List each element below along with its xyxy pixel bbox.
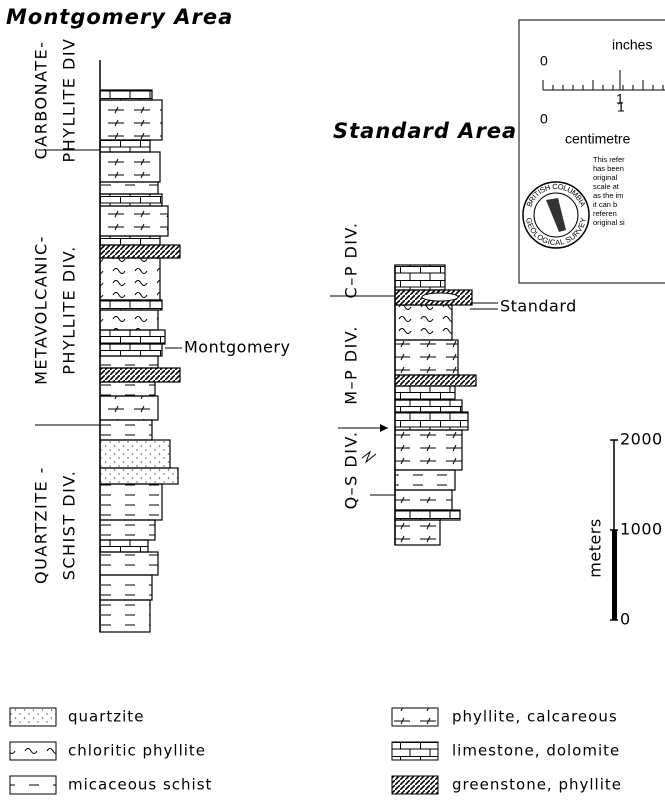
division-label: CARBONATE- [32,41,51,160]
scale-tick-label: 2000 [620,430,663,449]
note-line: original [593,173,618,182]
scale-bar-fill [612,530,617,620]
standard-marker: Standard [500,297,577,316]
lens [422,293,458,301]
cm-tick: 0 [540,111,548,127]
legend-label: phyllite, calcareous [452,708,618,726]
rock-layer [395,265,445,290]
scale-tick-label: 0 [620,610,631,629]
arrow [362,452,376,462]
rock-layer [100,182,158,194]
figure: Montgomery Area Standard Area Montgomery… [0,0,665,803]
rock-layer [100,468,178,484]
rock-layer [395,305,452,340]
rock-layer [395,510,460,520]
rock-layer [395,375,476,386]
rock-layer [100,520,155,540]
rock-layer [100,194,162,206]
inch-tick: 1 [616,91,624,107]
legend-swatch [10,708,56,726]
rock-layer [100,540,148,552]
note-line: as the im [593,191,623,200]
division-label: M–P DIV. [342,325,361,405]
rock-layer [395,520,440,545]
division-label: C–P DIV. [342,222,361,299]
note-line: original si [593,218,625,227]
standard-title: Standard Area [333,119,517,143]
rock-layer [395,470,455,490]
rock-layer [100,368,180,382]
rock-layer [100,396,158,420]
division-label: SCHIST DIV. [60,470,79,581]
note-line: This refer [593,155,625,164]
legend-swatch [10,776,56,794]
rock-layer [100,236,160,245]
legend-label: greenstone, phyllite [452,776,622,794]
arrow [380,424,388,432]
rock-layer [100,330,165,344]
rock-layer [100,552,158,575]
rock-layer [100,575,152,600]
rock-layer [395,430,462,470]
note-line: it can b [593,200,617,209]
rock-layer [100,344,162,356]
montgomery-title: Montgomery Area [6,5,233,29]
note-line: has been [593,164,624,173]
rock-layer [100,600,150,632]
rock-layer [100,90,152,100]
division-label: PHYLLITE DIV [60,38,79,163]
note-line: referen [593,209,617,218]
legend-swatch [392,708,438,726]
legend-swatch [10,742,56,760]
legend-swatch [392,776,438,794]
division-label: METAVOLCANIC- [32,235,51,385]
rock-layer [100,245,180,258]
rock-layer [100,206,168,236]
rock-layer [395,490,452,510]
rock-layer [100,484,162,520]
rock-layer [100,300,162,310]
legend-label: quartzite [68,708,144,726]
montgomery-marker: Montgomery [184,338,290,357]
leader [470,303,498,309]
scale-unit: meters [586,518,605,577]
rock-layer [395,386,455,400]
legend-label: limestone, dolomite [452,742,620,760]
inches-label: inches [612,37,652,53]
division-label: Q–S DIV. [342,431,361,510]
legend-swatch [392,742,438,760]
division-label: PHYLLITE DIV. [60,245,79,374]
rock-layer [395,400,462,412]
legend-label: micaceous schist [68,776,212,794]
rock-layer [100,440,170,468]
inch-tick: 0 [540,53,548,69]
legend-label: chloritic phyllite [68,742,206,760]
centimetre-label: centimetre [565,131,631,147]
scale-tick-label: 1000 [620,520,663,539]
rock-layer [100,100,162,140]
rock-layer [100,152,160,182]
rock-layer [395,340,458,375]
rock-layer [100,310,158,330]
note-line: scale at [593,182,620,191]
rock-layer [100,420,152,440]
rock-layer [395,412,468,430]
rock-layer [100,140,150,152]
rock-layer [100,382,155,396]
division-label: QUARTZITE - [32,466,51,584]
page: {"montgomery_area": {"title": "Montgomer… [0,0,665,803]
rock-layer [100,258,160,300]
legend: quartzite chloritic phyllite micaceous sch… [10,708,622,795]
rock-layer [100,356,158,368]
